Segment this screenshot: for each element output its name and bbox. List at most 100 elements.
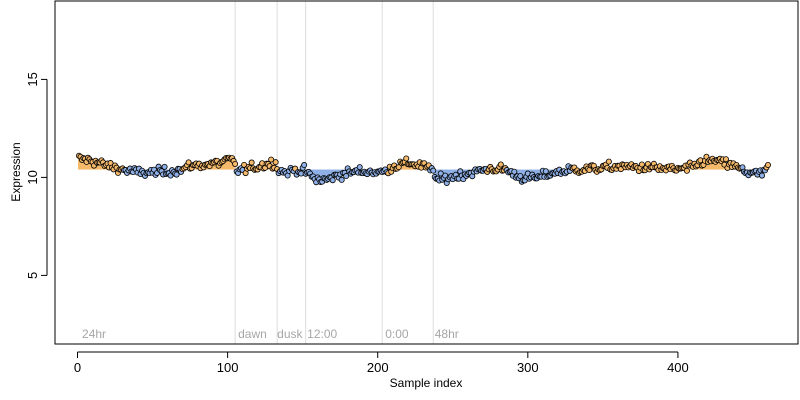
data-point [430,167,437,174]
baseline-bar [318,169,321,180]
baseline-bar [86,160,90,170]
data-point [683,167,690,174]
baseline-bar [714,160,717,170]
segment-annotation: 0:00 [385,327,409,341]
baseline-bar [222,161,225,170]
segment-annotation: dawn [238,327,267,341]
baseline-bar [448,169,451,178]
data-point [329,177,336,184]
data-point [517,173,524,180]
y-tick-label: 15 [25,72,40,86]
baseline-bar [403,163,406,170]
baseline-bar [330,169,333,178]
baseline-bar [400,164,403,170]
baseline-bar [229,160,232,170]
baseline-bar [79,159,82,170]
baseline-bar [213,163,216,170]
baseline-bar [211,163,214,170]
baseline-bar [220,162,223,170]
plot-frame [54,0,799,345]
baseline-bar [228,160,231,170]
baseline-bar [708,161,711,170]
baseline-bar [89,160,93,170]
baseline-bar [322,169,325,181]
y-axis: 5 10 15 [25,72,48,279]
segment-annotation: 48hr [435,327,459,341]
baseline-bar [717,161,720,170]
baseline-bar [534,169,537,179]
baseline-bar [95,162,99,170]
baseline-bar [327,169,330,180]
data-point [764,161,771,168]
baseline-bar [720,162,723,170]
x-axis-label: Sample index [390,376,463,390]
segment-annotation: dusk [277,327,303,341]
data-points [76,152,771,186]
baseline-bar [715,161,718,170]
baseline-bar [402,163,405,170]
baseline-bar [223,160,226,170]
y-tick-label: 5 [25,272,40,279]
baseline-bar [603,167,606,170]
baseline-bar [709,161,712,170]
baseline-bar [718,161,721,170]
baseline-bar [712,160,715,170]
baseline-bar [165,169,168,172]
baseline-bar [591,168,594,170]
x-tick-label: 300 [517,360,539,375]
data-point [338,176,345,183]
data-point [301,162,308,169]
baseline-bar [435,169,438,178]
baseline-bar [97,162,100,170]
baseline-bar [324,169,327,181]
baseline-bar [451,169,454,177]
baseline-bar [516,169,519,176]
baseline-bar [83,159,87,170]
baseline-bar [77,158,81,170]
data-point [161,163,168,170]
data-point [605,158,612,165]
data-point [173,171,180,178]
data-point [272,159,279,166]
baseline-bar [231,161,234,170]
data-point [185,159,192,166]
segment-annotation: 12:00 [307,327,337,341]
baseline-bar [447,169,450,178]
baseline-bar [225,160,228,170]
data-point [542,168,549,175]
baseline-bar [321,169,324,181]
baseline-bar [706,161,709,170]
baseline-bar [538,169,541,177]
segment-annotation: 24hr [82,327,106,341]
data-point [248,159,255,166]
data-point [343,173,350,180]
data-point [232,160,239,167]
baseline-bar [226,159,229,170]
baseline-bar [517,169,520,177]
baseline-bar [522,169,525,178]
x-axis: 0 100 200 300 400 [74,351,689,375]
baseline-bar [100,163,103,170]
data-point [356,164,363,171]
baseline-bar [547,169,550,174]
baseline-bar [688,167,691,170]
baseline-bar [387,169,390,170]
data-point [638,161,645,168]
data-point [758,172,765,179]
baseline-bar [88,160,91,170]
baseline-bar [163,169,166,172]
data-point [497,161,504,168]
data-point [511,168,518,175]
baseline-bar [315,169,318,180]
baseline-bar [436,169,439,181]
baseline-bar [325,169,328,180]
baseline-bar [328,169,331,179]
baseline-bar [523,169,526,178]
data-point [395,164,402,171]
y-axis-label: Expression [9,142,23,201]
baseline-bar [711,160,714,170]
y-tick-label: 10 [25,170,40,184]
baseline-bar [98,163,102,170]
x-tick-label: 0 [74,360,81,375]
